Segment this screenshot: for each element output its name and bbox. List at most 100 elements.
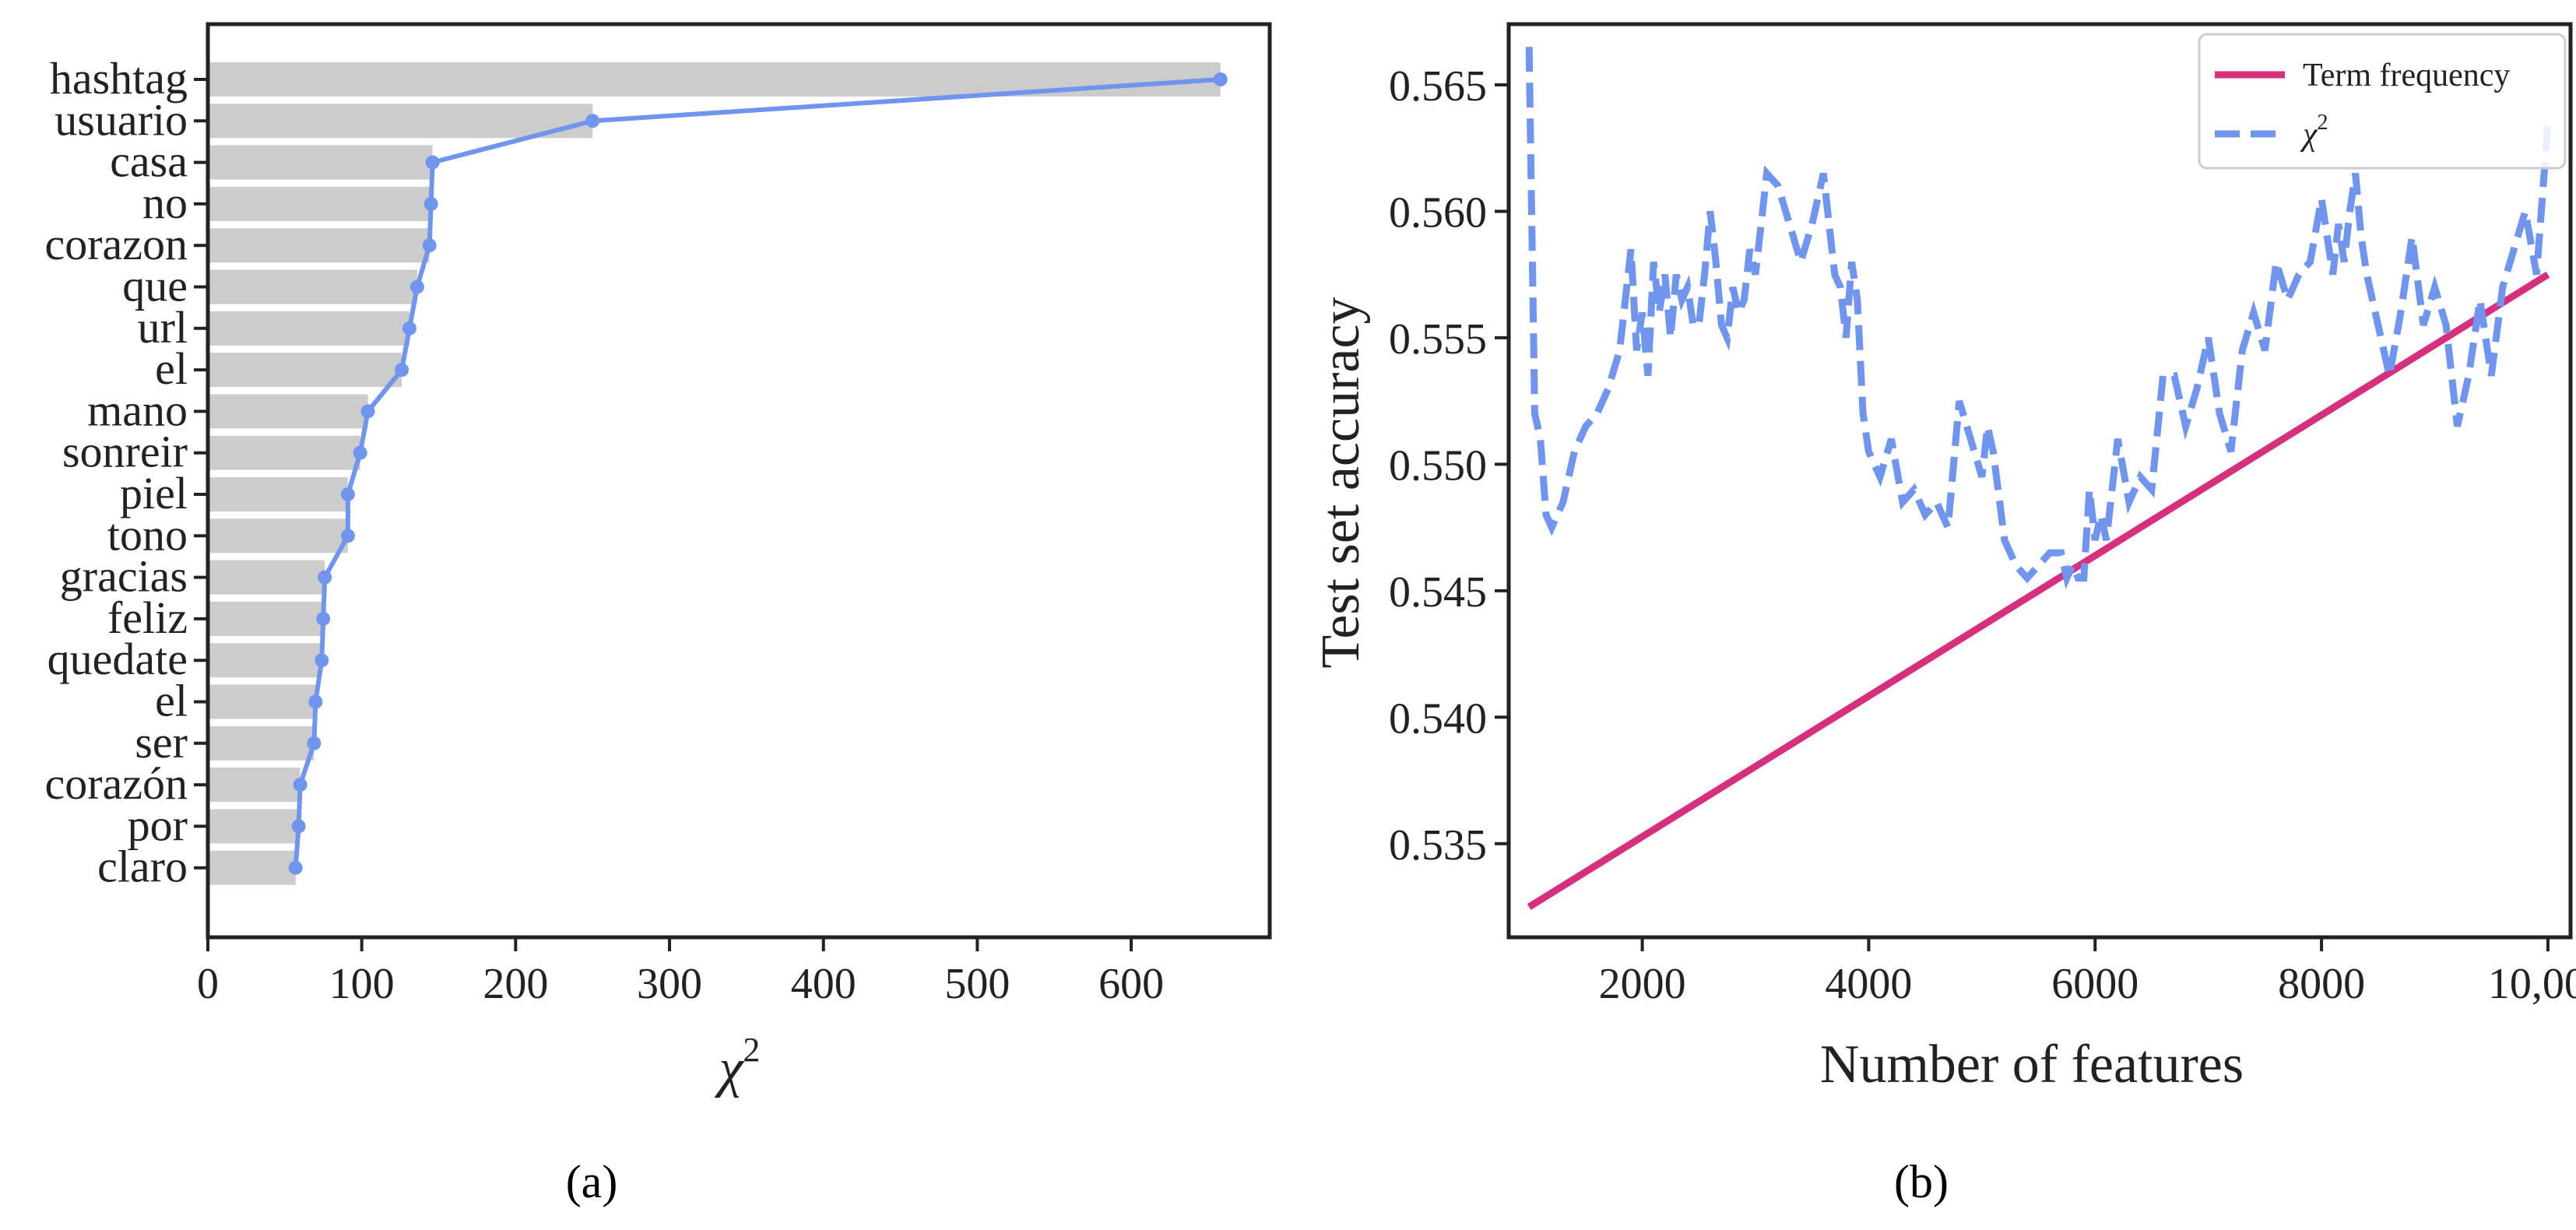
panel-a-label: (a) bbox=[566, 1156, 618, 1207]
legend-chi-square-superscript: 2 bbox=[2317, 111, 2328, 135]
y-axis-label: Test set accuracy bbox=[1311, 297, 1371, 668]
bar-14 bbox=[208, 643, 322, 678]
y-tick-label-5: 0.560 bbox=[1389, 188, 1487, 237]
point-17 bbox=[293, 778, 308, 792]
y-tick-label-4: 0.555 bbox=[1389, 315, 1487, 364]
point-13 bbox=[316, 611, 331, 626]
bar-1 bbox=[208, 104, 593, 139]
bar-8 bbox=[208, 394, 368, 429]
y-category-ticks: hashtagusuariocasanocorazonqueurlelmanos… bbox=[44, 53, 208, 892]
y-tick-label-18: por bbox=[128, 800, 188, 850]
point-12 bbox=[318, 570, 332, 585]
y-tick-label-6: url bbox=[138, 302, 188, 353]
bar-16 bbox=[208, 726, 315, 761]
x-tick-label-0: 2000 bbox=[1599, 960, 1686, 1008]
bar-15 bbox=[208, 684, 316, 719]
point-6 bbox=[402, 321, 416, 336]
y-tick-label-5: que bbox=[122, 261, 188, 311]
x-tick-label-5: 500 bbox=[944, 960, 1010, 1008]
point-10 bbox=[340, 487, 355, 501]
x-axis-label-base: χ bbox=[715, 1038, 745, 1098]
point-18 bbox=[291, 819, 306, 834]
y-tick-label-14: quedate bbox=[47, 634, 188, 684]
legend-chi-square-label: χ2 bbox=[2300, 111, 2328, 153]
point-1 bbox=[585, 114, 600, 128]
x-axis-ticks: 0 100 200 300 400 500 600 bbox=[197, 937, 1164, 1008]
y-tick-label-1: 0.540 bbox=[1389, 694, 1487, 743]
bar-2 bbox=[208, 145, 433, 180]
x-tick-label-3: 300 bbox=[637, 960, 702, 1008]
x-tick-label-4: 10,000 bbox=[2488, 960, 2576, 1008]
bar-17 bbox=[208, 768, 300, 803]
legend-chi-square-base: χ bbox=[2300, 117, 2318, 153]
point-19 bbox=[288, 860, 303, 875]
panel-b-accuracy-line-chart: 2000 4000 6000 8000 10,000 0.535 0.540 0.545 0.… bbox=[1311, 22, 2576, 1207]
point-8 bbox=[360, 404, 375, 419]
point-16 bbox=[307, 736, 322, 750]
y-tick-label-19: claro bbox=[97, 842, 188, 892]
y-tick-label-16: ser bbox=[135, 717, 188, 768]
bar-12 bbox=[208, 560, 325, 595]
x-tick-label-3: 8000 bbox=[2278, 960, 2365, 1008]
x-tick-label-2: 200 bbox=[483, 960, 548, 1008]
chi-square-line bbox=[293, 77, 1221, 868]
bars-group bbox=[208, 62, 1221, 885]
point-0 bbox=[1213, 72, 1228, 86]
x-axis-label: Number of features bbox=[1820, 1035, 2244, 1095]
bar-5 bbox=[208, 269, 417, 304]
x-tick-label-1: 100 bbox=[329, 960, 395, 1008]
point-3 bbox=[423, 196, 438, 211]
term-frequency-line bbox=[1527, 271, 2550, 910]
y-tick-label-8: mano bbox=[87, 385, 188, 435]
panel-b-label: (b) bbox=[1894, 1156, 1949, 1207]
y-tick-label-3: 0.550 bbox=[1389, 441, 1487, 490]
y-tick-label-2: 0.545 bbox=[1389, 568, 1487, 617]
point-7 bbox=[395, 363, 409, 378]
x-tick-label-0: 0 bbox=[197, 960, 219, 1008]
x-tick-label-6: 600 bbox=[1098, 960, 1164, 1008]
bar-7 bbox=[208, 353, 402, 388]
y-tick-label-1: usuario bbox=[54, 94, 188, 145]
y-tick-label-10: piel bbox=[120, 468, 188, 518]
y-tick-label-4: corazon bbox=[44, 219, 188, 269]
x-tick-label-2: 6000 bbox=[2051, 960, 2138, 1008]
bar-4 bbox=[208, 228, 430, 263]
y-tick-label-17: corazón bbox=[44, 758, 188, 809]
bar-19 bbox=[208, 850, 296, 885]
y-tick-label-12: gracias bbox=[60, 551, 188, 602]
legend: Term frequency χ2 bbox=[2198, 33, 2567, 170]
y-tick-label-9: sonreir bbox=[62, 427, 188, 477]
bar-9 bbox=[208, 435, 360, 470]
y-tick-label-6: 0.565 bbox=[1389, 62, 1487, 111]
point-2 bbox=[425, 155, 440, 170]
point-9 bbox=[353, 445, 367, 460]
point-4 bbox=[422, 238, 437, 253]
panel-a-frame bbox=[206, 22, 1272, 940]
point-5 bbox=[409, 279, 424, 294]
panel-a-chi-square-bar-chart: hashtagusuariocasanocorazonqueurlelmanos… bbox=[44, 22, 1272, 1207]
y-tick-label-13: feliz bbox=[107, 592, 188, 643]
chi-square-points bbox=[288, 72, 1228, 875]
point-11 bbox=[340, 529, 355, 543]
x-tick-label-1: 4000 bbox=[1825, 960, 1912, 1008]
legend-box bbox=[2198, 33, 2567, 170]
y-tick-label-7: el bbox=[155, 343, 188, 394]
bar-10 bbox=[208, 477, 348, 511]
y-tick-label-3: no bbox=[142, 177, 188, 228]
bar-13 bbox=[208, 601, 324, 636]
y-tick-label-15: el bbox=[155, 676, 188, 726]
point-15 bbox=[308, 694, 323, 709]
legend-term-frequency-label: Term frequency bbox=[2303, 58, 2510, 93]
bar-6 bbox=[208, 311, 409, 346]
bar-18 bbox=[208, 809, 299, 844]
panel-b-frame bbox=[1506, 22, 2573, 940]
y-tick-label-0: 0.535 bbox=[1389, 821, 1487, 870]
x-tick-label-4: 400 bbox=[791, 960, 856, 1008]
y-tick-label-11: tono bbox=[107, 509, 188, 560]
point-14 bbox=[315, 653, 329, 668]
x-axis-label-superscript: 2 bbox=[743, 1031, 760, 1069]
x-axis-ticks: 2000 4000 6000 8000 10,000 bbox=[1599, 937, 2576, 1008]
x-axis-label: χ2 bbox=[715, 1031, 761, 1098]
bar-11 bbox=[208, 518, 348, 554]
